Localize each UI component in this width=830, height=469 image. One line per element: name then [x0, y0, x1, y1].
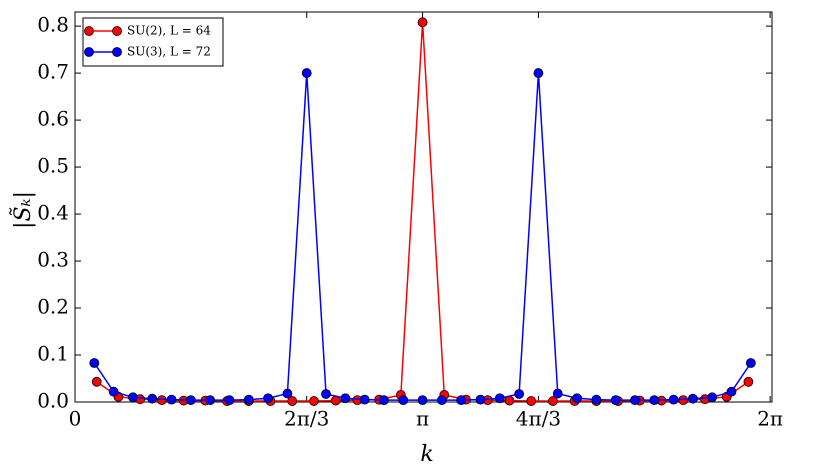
x-tick-label: 0 [69, 407, 82, 431]
data-point [359, 394, 370, 405]
x-tick-label: 2π/3 [284, 407, 329, 431]
legend-marker [112, 47, 122, 57]
data-point [668, 394, 679, 405]
data-point [309, 396, 319, 406]
legend-marker [112, 26, 122, 36]
data-point [108, 386, 119, 397]
plot-frame [74, 11, 773, 403]
x-tick-label: 2π [757, 407, 783, 431]
data-point [287, 396, 298, 406]
series-line [93, 73, 752, 401]
y-tick-label: 0.0 [37, 389, 69, 413]
data-point [745, 358, 756, 368]
data-point [533, 68, 544, 78]
data-point [610, 395, 621, 406]
data-point [263, 393, 273, 404]
data-point [147, 393, 158, 404]
y-tick-label: 0.8 [37, 13, 69, 37]
data-point [526, 396, 537, 406]
legend-marker [84, 47, 94, 57]
data-point [514, 389, 525, 399]
data-point [417, 395, 428, 406]
data-point [688, 393, 698, 404]
y-tick-label: 0.7 [37, 60, 69, 84]
data-point [398, 395, 409, 406]
data-point [156, 395, 167, 406]
data-point [456, 395, 467, 406]
data-point [340, 393, 351, 404]
data-point [205, 395, 216, 406]
y-tick-label: 0.2 [37, 295, 69, 319]
y-tick-label: 0.4 [37, 201, 69, 225]
data-point [475, 394, 486, 405]
y-tick-label: 0.3 [37, 248, 69, 272]
legend-label: SU(3), L = 72 [127, 45, 211, 59]
data-point [743, 376, 754, 387]
data-point [282, 388, 293, 399]
y-axis-label: |S̃ₖ| [10, 191, 36, 229]
data-point [649, 395, 660, 406]
data-point [630, 395, 640, 406]
data-point [224, 395, 235, 406]
data-point [417, 17, 428, 28]
data-point [128, 392, 138, 403]
data-point [185, 395, 196, 406]
legend-marker [84, 26, 94, 36]
series-line [96, 22, 749, 402]
y-tick-label: 0.1 [37, 342, 69, 366]
data-point [89, 358, 100, 368]
x-axis-label: k [420, 442, 433, 467]
data-point [436, 395, 447, 406]
y-tick-label: 0.6 [37, 107, 69, 131]
data-point [166, 394, 177, 405]
data-point [548, 396, 558, 406]
y-tick-label: 0.5 [37, 154, 69, 178]
data-point [726, 386, 737, 397]
data-point [494, 393, 505, 404]
legend-label: SU(2), L = 64 [127, 24, 211, 38]
data-point [91, 376, 102, 387]
data-point [678, 395, 689, 406]
data-point [707, 392, 718, 403]
data-point [301, 68, 312, 78]
legend-box [82, 17, 224, 67]
data-point [321, 389, 331, 399]
data-point [591, 394, 602, 405]
data-point [552, 388, 563, 399]
data-point [243, 394, 254, 405]
x-tick-label: π [416, 407, 429, 431]
data-point [379, 395, 389, 406]
data-point [572, 393, 582, 404]
x-tick-label: 4π/3 [516, 407, 561, 431]
